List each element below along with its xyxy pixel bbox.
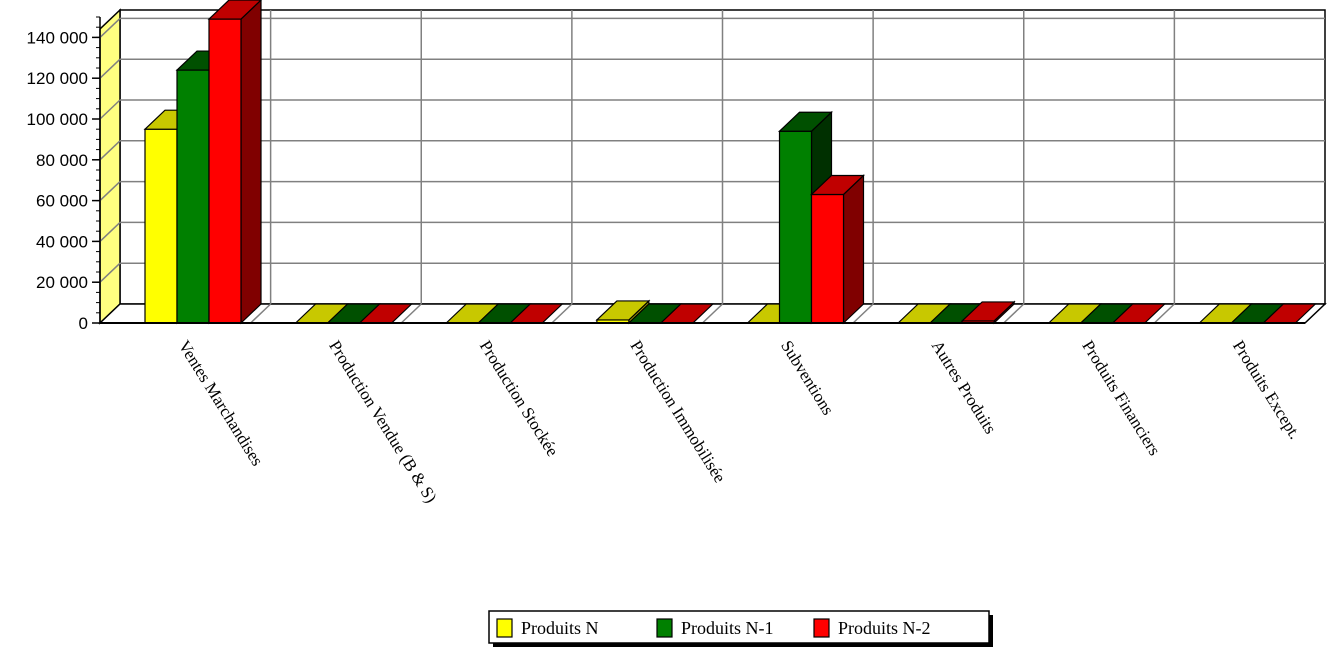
x-category-label: Production Immobilisée <box>626 337 729 486</box>
x-category-label: Subventions <box>777 337 838 418</box>
bar-front <box>778 130 813 324</box>
legend-label: Produits N <box>521 618 599 638</box>
bar-top <box>960 301 1016 322</box>
x-category-label: Production Vendue (B & S) <box>325 337 441 506</box>
side-gridline <box>99 99 121 120</box>
x-category-label: Produits Except. <box>1229 337 1305 442</box>
bar-side <box>842 174 865 325</box>
side-gridline <box>99 58 121 79</box>
legend-swatch <box>813 618 830 638</box>
side-wall <box>99 8 121 325</box>
bar <box>207 0 262 325</box>
y-tick-label: 0 <box>79 314 88 333</box>
side-gridline <box>99 221 121 242</box>
side-gridline <box>99 140 121 161</box>
bars <box>143 0 1317 325</box>
y-tick-label: 120 000 <box>27 69 88 88</box>
y-tick-label: 40 000 <box>36 232 88 251</box>
bar-front <box>176 69 210 324</box>
floor-gridline <box>400 303 422 324</box>
bar <box>960 300 1016 325</box>
side-gridline <box>99 181 121 202</box>
bar-front <box>810 193 845 324</box>
floor-gridline <box>250 303 272 324</box>
bar <box>809 174 866 325</box>
y-axis: 0 20 000 40 000 60 000 80 000 100 000 120 000 1… <box>27 16 101 333</box>
bar-top <box>777 111 834 132</box>
bar-top <box>595 300 651 321</box>
y-tick-label: 140 000 <box>27 28 88 47</box>
side-gridline <box>99 17 121 38</box>
bar-front <box>144 128 178 324</box>
bar-side <box>240 0 262 325</box>
bar-front <box>208 18 242 324</box>
y-tick-label: 60 000 <box>36 192 88 211</box>
x-category-label: Autres Produits <box>928 337 1000 437</box>
grid-lines <box>99 10 1325 324</box>
legend-label: Produits N-1 <box>681 618 774 638</box>
floor-gridline <box>852 303 874 324</box>
floor-gridline <box>701 303 724 324</box>
legend: Produits N Produits N-1 Produits N-2 <box>488 610 993 647</box>
x-axis: Ventes Marchandises Production Vendue (B … <box>100 322 1305 506</box>
floor-gridline <box>1003 303 1025 324</box>
legend-swatch <box>496 618 513 638</box>
bar-top <box>207 0 262 20</box>
legend-swatch <box>656 618 673 638</box>
floor-gridline <box>1153 303 1175 324</box>
legend-label: Produits N-2 <box>838 618 931 638</box>
x-category-label: Produits Financiers <box>1078 337 1164 459</box>
y-tick-label: 80 000 <box>36 151 88 170</box>
chart-walls <box>98 8 1327 325</box>
y-tick-label: 20 000 <box>36 273 88 292</box>
floor-gridline <box>551 303 573 324</box>
bar-top <box>809 174 866 196</box>
x-category-label: Production Stockée <box>476 337 562 460</box>
side-gridline <box>99 262 121 283</box>
x-category-label: Ventes Marchandises <box>175 337 267 469</box>
y-tick-label: 100 000 <box>27 110 88 129</box>
legend-box <box>488 610 990 644</box>
